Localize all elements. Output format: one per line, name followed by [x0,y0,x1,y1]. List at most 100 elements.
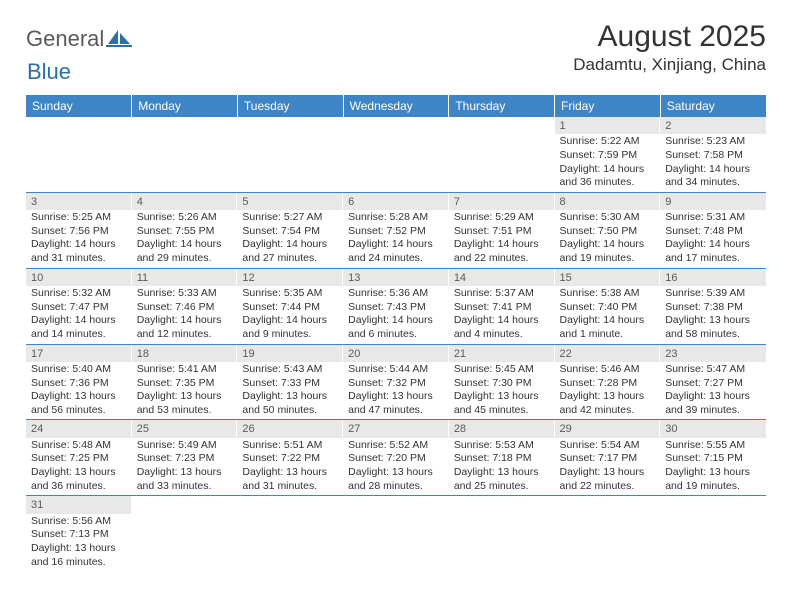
calendar-cell: 10Sunrise: 5:32 AMSunset: 7:47 PMDayligh… [26,268,132,344]
day-header: Monday [132,95,238,117]
daylight-text: Daylight: 13 hours and 31 minutes. [242,466,338,493]
sunrise-text: Sunrise: 5:35 AM [242,287,338,301]
day-number: 10 [26,269,132,286]
day-body: Sunrise: 5:37 AMSunset: 7:41 PMDaylight:… [449,286,555,344]
calendar-cell: 3Sunrise: 5:25 AMSunset: 7:56 PMDaylight… [26,192,132,268]
sunset-text: Sunset: 7:30 PM [454,377,550,391]
day-number: 27 [343,420,449,437]
daylight-text: Daylight: 13 hours and 45 minutes. [454,390,550,417]
sunrise-text: Sunrise: 5:38 AM [560,287,656,301]
sunrise-text: Sunrise: 5:29 AM [454,211,550,225]
calendar-week: 31Sunrise: 5:56 AMSunset: 7:13 PMDayligh… [26,496,766,571]
day-number: 12 [237,269,343,286]
day-number: 28 [449,420,555,437]
day-number: 15 [555,269,661,286]
daylight-text: Daylight: 13 hours and 58 minutes. [665,314,761,341]
daylight-text: Daylight: 13 hours and 28 minutes. [348,466,444,493]
day-body: Sunrise: 5:56 AMSunset: 7:13 PMDaylight:… [26,514,132,572]
sunrise-text: Sunrise: 5:49 AM [137,439,233,453]
calendar-cell: 13Sunrise: 5:36 AMSunset: 7:43 PMDayligh… [343,268,449,344]
calendar-cell: 21Sunrise: 5:45 AMSunset: 7:30 PMDayligh… [449,344,555,420]
day-header: Tuesday [237,95,343,117]
day-header-row: Sunday Monday Tuesday Wednesday Thursday… [26,95,766,117]
calendar-cell: 19Sunrise: 5:43 AMSunset: 7:33 PMDayligh… [237,344,343,420]
sunrise-text: Sunrise: 5:43 AM [242,363,338,377]
calendar-cell [132,117,238,192]
calendar-week: 17Sunrise: 5:40 AMSunset: 7:36 PMDayligh… [26,344,766,420]
day-body: Sunrise: 5:49 AMSunset: 7:23 PMDaylight:… [132,438,238,496]
sunrise-text: Sunrise: 5:40 AM [31,363,127,377]
month-title: August 2025 [573,20,766,53]
calendar-cell [343,117,449,192]
day-body: Sunrise: 5:30 AMSunset: 7:50 PMDaylight:… [555,210,661,268]
daylight-text: Daylight: 13 hours and 16 minutes. [31,542,127,569]
calendar-cell: 1Sunrise: 5:22 AMSunset: 7:59 PMDaylight… [555,117,661,192]
day-number: 4 [132,193,238,210]
calendar-cell [449,117,555,192]
day-body: Sunrise: 5:38 AMSunset: 7:40 PMDaylight:… [555,286,661,344]
calendar-table: Sunday Monday Tuesday Wednesday Thursday… [26,95,766,571]
sunrise-text: Sunrise: 5:45 AM [454,363,550,377]
day-body: Sunrise: 5:28 AMSunset: 7:52 PMDaylight:… [343,210,449,268]
sunset-text: Sunset: 7:50 PM [560,225,656,239]
sunrise-text: Sunrise: 5:56 AM [31,515,127,529]
sunset-text: Sunset: 7:35 PM [137,377,233,391]
sunrise-text: Sunrise: 5:22 AM [560,135,656,149]
day-body: Sunrise: 5:23 AMSunset: 7:58 PMDaylight:… [660,134,766,192]
day-body: Sunrise: 5:48 AMSunset: 7:25 PMDaylight:… [26,438,132,496]
sunrise-text: Sunrise: 5:47 AM [665,363,761,377]
sunset-text: Sunset: 7:54 PM [242,225,338,239]
sunset-text: Sunset: 7:36 PM [31,377,127,391]
sunset-text: Sunset: 7:22 PM [242,452,338,466]
sunrise-text: Sunrise: 5:32 AM [31,287,127,301]
daylight-text: Daylight: 14 hours and 29 minutes. [137,238,233,265]
daylight-text: Daylight: 14 hours and 17 minutes. [665,238,761,265]
daylight-text: Daylight: 13 hours and 33 minutes. [137,466,233,493]
calendar-cell [660,496,766,571]
sunset-text: Sunset: 7:40 PM [560,301,656,315]
calendar-cell: 7Sunrise: 5:29 AMSunset: 7:51 PMDaylight… [449,192,555,268]
sunset-text: Sunset: 7:18 PM [454,452,550,466]
daylight-text: Daylight: 14 hours and 12 minutes. [137,314,233,341]
daylight-text: Daylight: 13 hours and 47 minutes. [348,390,444,417]
sunrise-text: Sunrise: 5:52 AM [348,439,444,453]
calendar-page: General August 2025 Dadamtu, Xinjiang, C… [0,0,792,571]
calendar-cell [449,496,555,571]
day-number: 30 [660,420,766,437]
day-number: 18 [132,345,238,362]
calendar-week: 10Sunrise: 5:32 AMSunset: 7:47 PMDayligh… [26,268,766,344]
calendar-cell: 11Sunrise: 5:33 AMSunset: 7:46 PMDayligh… [132,268,238,344]
daylight-text: Daylight: 13 hours and 42 minutes. [560,390,656,417]
calendar-cell: 29Sunrise: 5:54 AMSunset: 7:17 PMDayligh… [555,420,661,496]
sunrise-text: Sunrise: 5:26 AM [137,211,233,225]
calendar-cell: 31Sunrise: 5:56 AMSunset: 7:13 PMDayligh… [26,496,132,571]
calendar-cell: 26Sunrise: 5:51 AMSunset: 7:22 PMDayligh… [237,420,343,496]
sunset-text: Sunset: 7:51 PM [454,225,550,239]
sunset-text: Sunset: 7:17 PM [560,452,656,466]
sunrise-text: Sunrise: 5:54 AM [560,439,656,453]
day-body: Sunrise: 5:32 AMSunset: 7:47 PMDaylight:… [26,286,132,344]
day-body: Sunrise: 5:25 AMSunset: 7:56 PMDaylight:… [26,210,132,268]
day-body: Sunrise: 5:36 AMSunset: 7:43 PMDaylight:… [343,286,449,344]
sunrise-text: Sunrise: 5:55 AM [665,439,761,453]
daylight-text: Daylight: 14 hours and 6 minutes. [348,314,444,341]
day-number: 7 [449,193,555,210]
sunrise-text: Sunrise: 5:31 AM [665,211,761,225]
day-body: Sunrise: 5:54 AMSunset: 7:17 PMDaylight:… [555,438,661,496]
day-body: Sunrise: 5:26 AMSunset: 7:55 PMDaylight:… [132,210,238,268]
daylight-text: Daylight: 13 hours and 36 minutes. [31,466,127,493]
daylight-text: Daylight: 13 hours and 25 minutes. [454,466,550,493]
day-number: 19 [237,345,343,362]
day-body: Sunrise: 5:35 AMSunset: 7:44 PMDaylight:… [237,286,343,344]
calendar-cell: 22Sunrise: 5:46 AMSunset: 7:28 PMDayligh… [555,344,661,420]
sunset-text: Sunset: 7:15 PM [665,452,761,466]
sunset-text: Sunset: 7:28 PM [560,377,656,391]
sunrise-text: Sunrise: 5:48 AM [31,439,127,453]
day-number: 31 [26,496,132,513]
day-body: Sunrise: 5:47 AMSunset: 7:27 PMDaylight:… [660,362,766,420]
day-number: 23 [660,345,766,362]
day-body: Sunrise: 5:55 AMSunset: 7:15 PMDaylight:… [660,438,766,496]
sunset-text: Sunset: 7:41 PM [454,301,550,315]
calendar-cell: 14Sunrise: 5:37 AMSunset: 7:41 PMDayligh… [449,268,555,344]
day-body: Sunrise: 5:45 AMSunset: 7:30 PMDaylight:… [449,362,555,420]
